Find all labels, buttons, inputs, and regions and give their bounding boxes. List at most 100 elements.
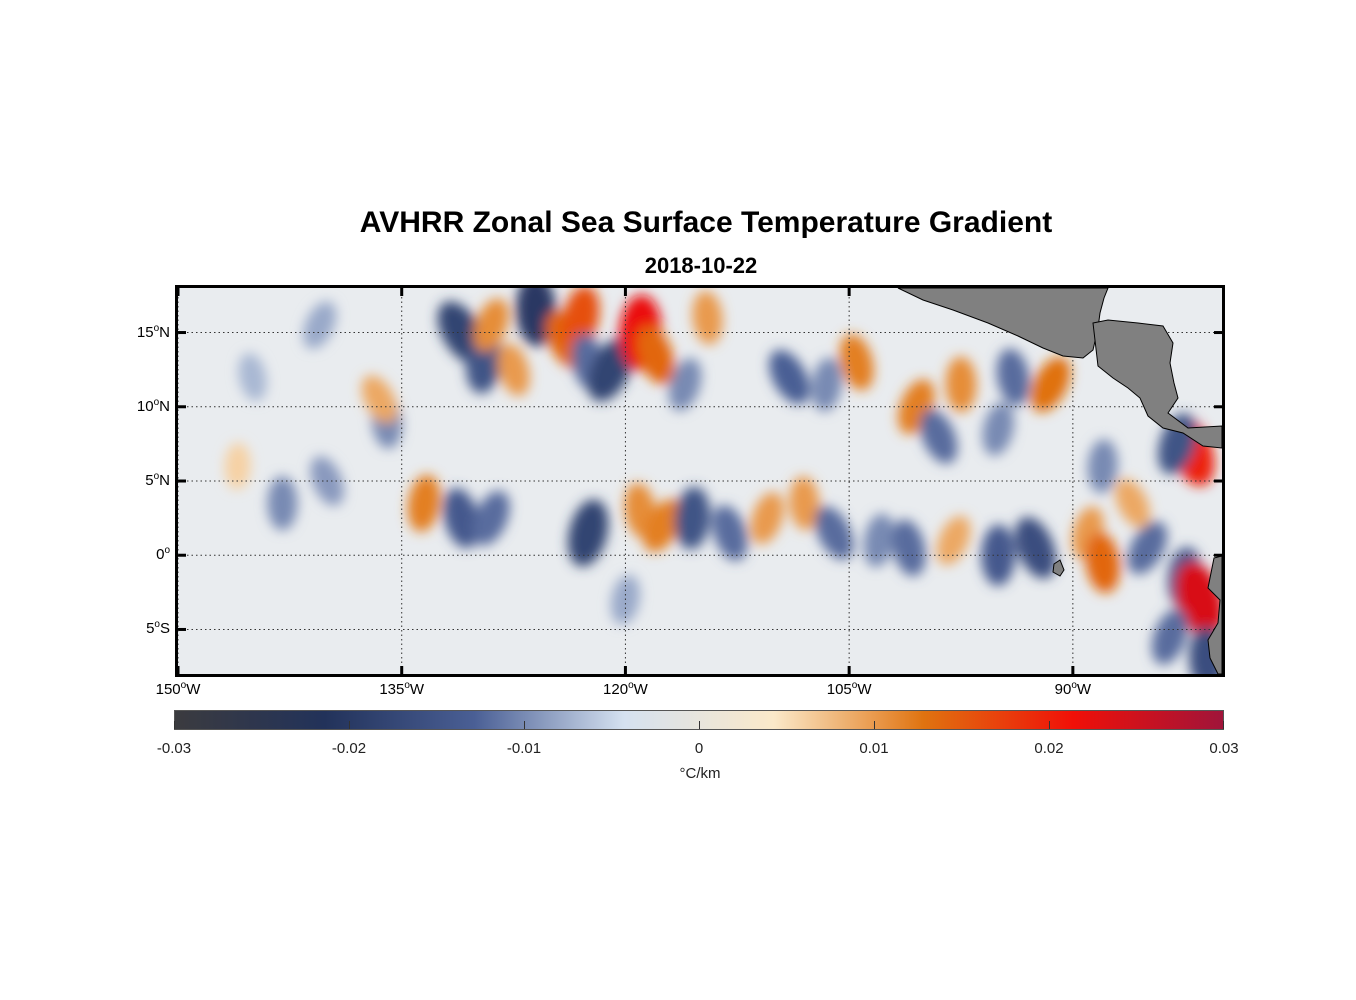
colorbar-tick [1049,721,1050,729]
degree-symbol: o [153,471,160,482]
degree-symbol: o [404,680,410,691]
map-title: AVHRR Zonal Sea Surface Temperature Grad… [359,206,1053,239]
gradient-feature [692,290,723,345]
tick-number: 120 [603,681,629,698]
colorbar-tick [174,721,175,729]
colorbar-tick-label: -0.01 [506,740,542,757]
latitude-label: 5oN [110,471,170,489]
tick-number: 150 [155,681,181,698]
gradient-feature [789,476,820,531]
latitude-label: 5oS [110,619,170,637]
colorbar-tick [349,721,350,729]
gradient-feature [863,513,895,568]
degree-symbol: o [153,322,160,334]
gradient-feature [891,519,926,577]
gradient-feature [497,343,530,396]
colorbar-tick-label: 0 [694,740,704,757]
gradient-feature [982,402,1015,456]
hemisphere: S [159,620,170,638]
map-canvas [178,288,1222,674]
longitude-label: 135oW [362,680,442,698]
gradient-feature [238,353,267,402]
colorbar-tick-label: 0.02 [1034,740,1064,757]
sst-gradient-map[interactable] [175,285,1225,677]
hemisphere: W [633,681,648,698]
gradient-feature [473,298,509,352]
longitude-label: 105oW [809,680,889,698]
gradient-feature [996,348,1030,406]
hemisphere: N [159,323,170,341]
longitude-label: 120oW [585,680,665,698]
gradient-feature [303,301,337,349]
gradient-feature [1115,478,1150,528]
gradient-feature [945,356,977,413]
gradient-feature [814,506,854,560]
gradient-feature [443,488,480,549]
gradient-feature [472,490,510,546]
tick-number: 5 [145,472,154,489]
central-america-land [897,288,1109,359]
tick-number: 105 [826,681,852,698]
gradient-feature [636,325,675,385]
colorbar-tick [699,721,700,729]
gradient-feature [839,334,874,391]
hemisphere: N [159,472,170,489]
gradient-feature [567,499,609,567]
gradient-feature [643,499,683,553]
tick-number: 15 [136,323,154,341]
galapagos-island [1052,559,1065,577]
tick-number: 10 [136,397,154,415]
gradient-feature [674,486,711,550]
tick-number: 0 [156,546,165,564]
longitude-label: 150oW [138,680,218,698]
tick-number: 5 [146,620,155,638]
tick-number: 90 [1054,681,1072,698]
hemisphere: W [857,681,872,698]
map-date: 2018-10-22 [644,253,758,278]
gradient-feature [407,474,441,532]
hemisphere: W [186,681,201,698]
colorbar-tick [524,721,525,729]
colorbar-tick [1223,721,1224,729]
colorbar-tick-label: -0.02 [331,740,367,757]
colorbar-tick-label: 0.03 [1209,740,1239,757]
tick-number: 135 [379,681,405,698]
gradient-feature [712,505,748,561]
degree-symbol: o [153,396,160,408]
longitude-label: 90oW [1033,680,1113,698]
gradient-feature [668,358,702,411]
colorbar [174,710,1224,730]
gradient-feature [750,492,784,545]
colorbar-unit: °C/km [679,765,721,782]
degree-symbol: o [180,680,187,691]
gradient-feature [1030,356,1071,413]
gradient-feature [811,357,843,412]
south-america-land [1207,555,1222,674]
degree-symbol: o [628,680,634,691]
gradient-feature [1087,439,1118,494]
degree-symbol: o [1071,680,1077,691]
central-america-isthmus [1092,319,1222,449]
degree-symbol: o [851,680,858,691]
gradient-feature [224,442,251,490]
gradient-feature [561,288,600,350]
hemisphere: W [1076,681,1092,698]
gradient-feature [361,375,398,424]
gradient-feature [919,409,958,464]
colorbar-tick [874,721,875,729]
gradient-feature [267,476,298,531]
gradient-features [224,288,1222,674]
gradient-feature [936,515,971,565]
colorbar-tick-label: -0.03 [156,740,192,757]
gradient-feature [1127,521,1168,575]
hemisphere: W [409,681,425,698]
latitude-label: 15oN [110,323,170,341]
latitude-label: 0o [110,545,170,563]
degree-symbol: o [164,545,170,557]
gradient-feature [1014,517,1057,579]
gradient-feature [769,349,810,405]
gradient-feature [1085,532,1121,594]
degree-symbol: o [154,619,160,631]
hemisphere: N [159,397,170,415]
colorbar-tick-label: 0.01 [859,740,889,757]
